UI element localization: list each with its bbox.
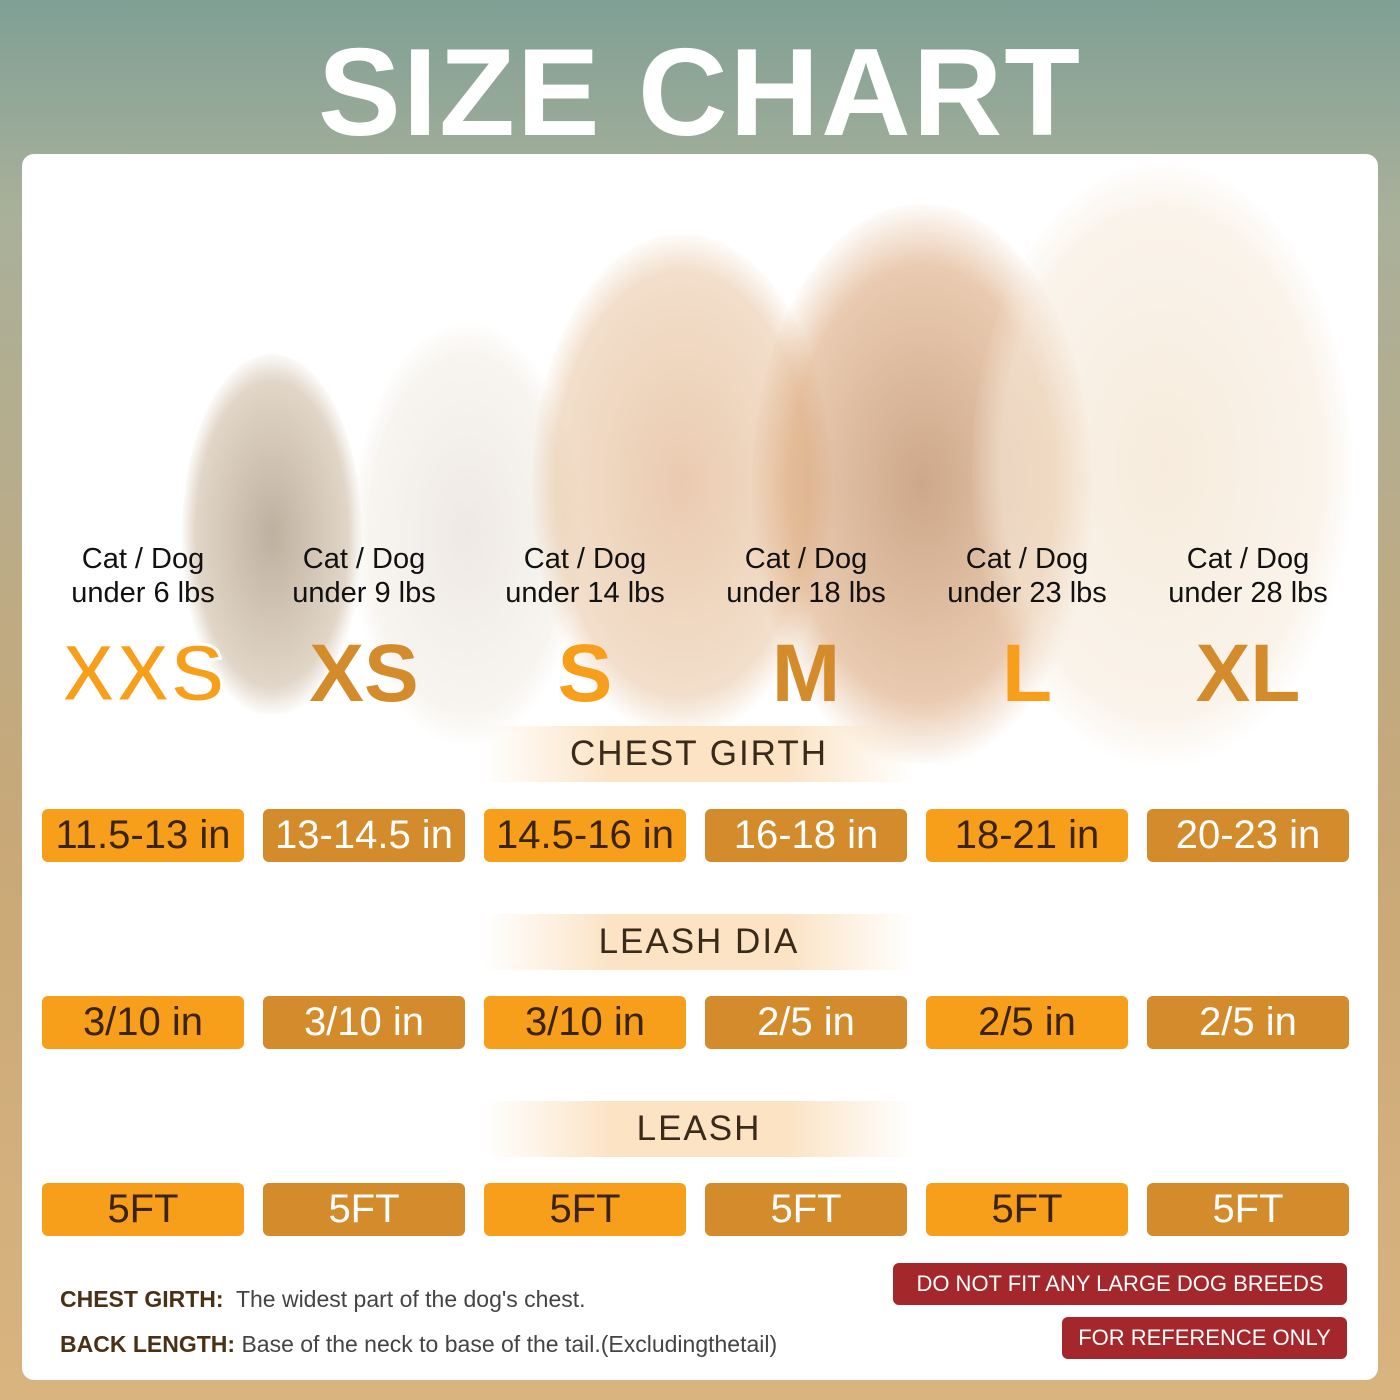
- leash-dia-cell: 2/5 in: [705, 996, 907, 1049]
- leash-cell: 5FT: [42, 1183, 244, 1236]
- size-chart-card: Cat / Dog under 6 lbs XXS 11.5-13 in 3/10…: [22, 154, 1378, 1380]
- weight-label: Cat / Dog under 18 lbs: [726, 543, 886, 609]
- chest-cell: 11.5-13 in: [42, 809, 244, 862]
- weight-label: Cat / Dog under 14 lbs: [505, 543, 665, 609]
- size-label: L: [1001, 628, 1053, 719]
- leash-header: LEASH: [484, 1101, 914, 1157]
- yorkie-image: [182, 354, 362, 714]
- back-length-note: BACK LENGTH: Base of the neck to base of…: [60, 1331, 778, 1357]
- reference-only-badge: FOR REFERENCE ONLY: [1062, 1317, 1347, 1359]
- labrador-image: [972, 164, 1352, 764]
- size-label: XXS: [59, 627, 226, 721]
- large-breed-warning: DO NOT FIT ANY LARGE DOG BREEDS: [893, 1263, 1347, 1305]
- weight-label: Cat / Dog under 23 lbs: [947, 543, 1107, 609]
- leash-cell: 5FT: [705, 1183, 907, 1236]
- leash-cell: 5FT: [926, 1183, 1128, 1236]
- chest-cell: 16-18 in: [705, 809, 907, 862]
- chest-cell: 18-21 in: [926, 809, 1128, 862]
- leash-dia-cell: 2/5 in: [1147, 996, 1349, 1049]
- size-label: XL: [1195, 628, 1301, 719]
- leash-dia-cell: 3/10 in: [42, 996, 244, 1049]
- leash-dia-header: LEASH DIA: [484, 914, 914, 970]
- chest-cell: 14.5-16 in: [484, 809, 686, 862]
- size-label: S: [557, 628, 613, 719]
- chest-girth-header: CHEST GIRTH: [484, 726, 914, 782]
- chest-girth-note: CHEST GIRTH: The widest part of the dog'…: [60, 1286, 586, 1312]
- size-label: XS: [309, 628, 419, 719]
- leash-dia-cell: 3/10 in: [484, 996, 686, 1049]
- weight-label: Cat / Dog under 9 lbs: [292, 543, 436, 609]
- leash-cell: 5FT: [484, 1183, 686, 1236]
- leash-dia-cell: 3/10 in: [263, 996, 465, 1049]
- weight-label: Cat / Dog under 28 lbs: [1168, 543, 1328, 609]
- leash-dia-cell: 2/5 in: [926, 996, 1128, 1049]
- chest-cell: 13-14.5 in: [263, 809, 465, 862]
- page-title: SIZE CHART: [318, 24, 1082, 162]
- chest-cell: 20-23 in: [1147, 809, 1349, 862]
- dogs-photo: [22, 154, 1378, 794]
- leash-cell: 5FT: [1147, 1183, 1349, 1236]
- leash-cell: 5FT: [263, 1183, 465, 1236]
- weight-label: Cat / Dog under 6 lbs: [71, 543, 215, 609]
- size-label: M: [771, 628, 841, 719]
